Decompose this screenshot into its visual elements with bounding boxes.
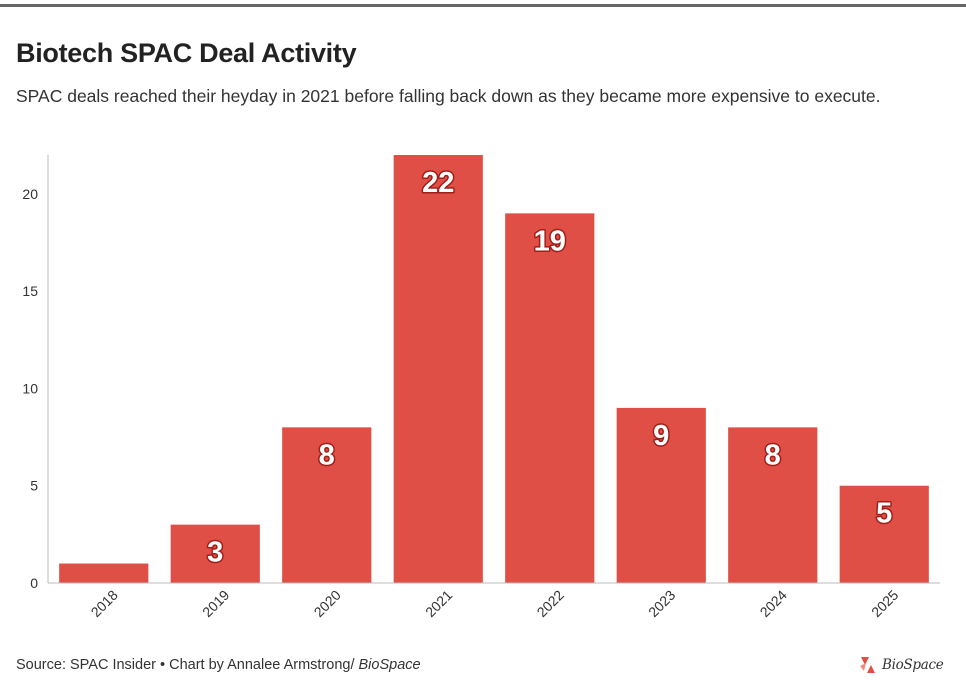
x-tick-label: 2025 bbox=[868, 587, 901, 620]
bar-chart: 0 5 10 15 20 2018 3 2019 8 2020 22 2021 19 2022 9 2023 8… bbox=[22, 155, 940, 620]
logo-text: BioSpace bbox=[882, 657, 944, 673]
biospace-logo-icon bbox=[860, 657, 875, 673]
chart-title: Biotech SPAC Deal Activity bbox=[16, 38, 357, 68]
bar bbox=[282, 427, 372, 583]
top-rule bbox=[0, 4, 966, 7]
bar bbox=[59, 563, 149, 583]
y-tick-label: 15 bbox=[22, 283, 38, 299]
x-tick-label: 2023 bbox=[645, 587, 678, 620]
bar bbox=[393, 155, 483, 583]
source-brand: BioSpace bbox=[358, 657, 421, 673]
y-tick-label: 5 bbox=[30, 478, 38, 494]
bar-value-label: 19 bbox=[534, 225, 566, 257]
x-tick-label: 2024 bbox=[757, 587, 790, 620]
x-tick-label: 2018 bbox=[88, 587, 121, 620]
bar bbox=[839, 485, 929, 583]
x-tick-label: 2019 bbox=[199, 587, 232, 620]
bar bbox=[616, 407, 706, 583]
bar bbox=[505, 213, 595, 583]
bar-value-label: 8 bbox=[765, 439, 781, 471]
bar-value-label: 9 bbox=[653, 420, 669, 452]
x-tick-label: 2022 bbox=[534, 587, 567, 620]
x-tick-label: 2021 bbox=[422, 587, 455, 620]
bar-value-label: 22 bbox=[422, 167, 454, 199]
bar bbox=[728, 427, 818, 583]
y-tick-label: 20 bbox=[22, 186, 38, 202]
y-tick-label: 0 bbox=[30, 575, 38, 591]
bar-value-label: 5 bbox=[876, 498, 892, 530]
chart-subtitle: SPAC deals reached their heyday in 2021 … bbox=[16, 86, 881, 106]
bar-value-label: 3 bbox=[207, 537, 223, 569]
x-tick-label: 2020 bbox=[311, 587, 344, 620]
y-tick-label: 10 bbox=[22, 380, 38, 396]
source-text: Source: SPAC Insider • Chart by Annalee … bbox=[16, 657, 359, 673]
source-credit: Source: SPAC Insider • Chart by Annalee … bbox=[16, 657, 421, 673]
bar bbox=[170, 524, 260, 583]
bar-value-label: 8 bbox=[319, 439, 335, 471]
biospace-logo[interactable]: BioSpace bbox=[857, 652, 952, 678]
